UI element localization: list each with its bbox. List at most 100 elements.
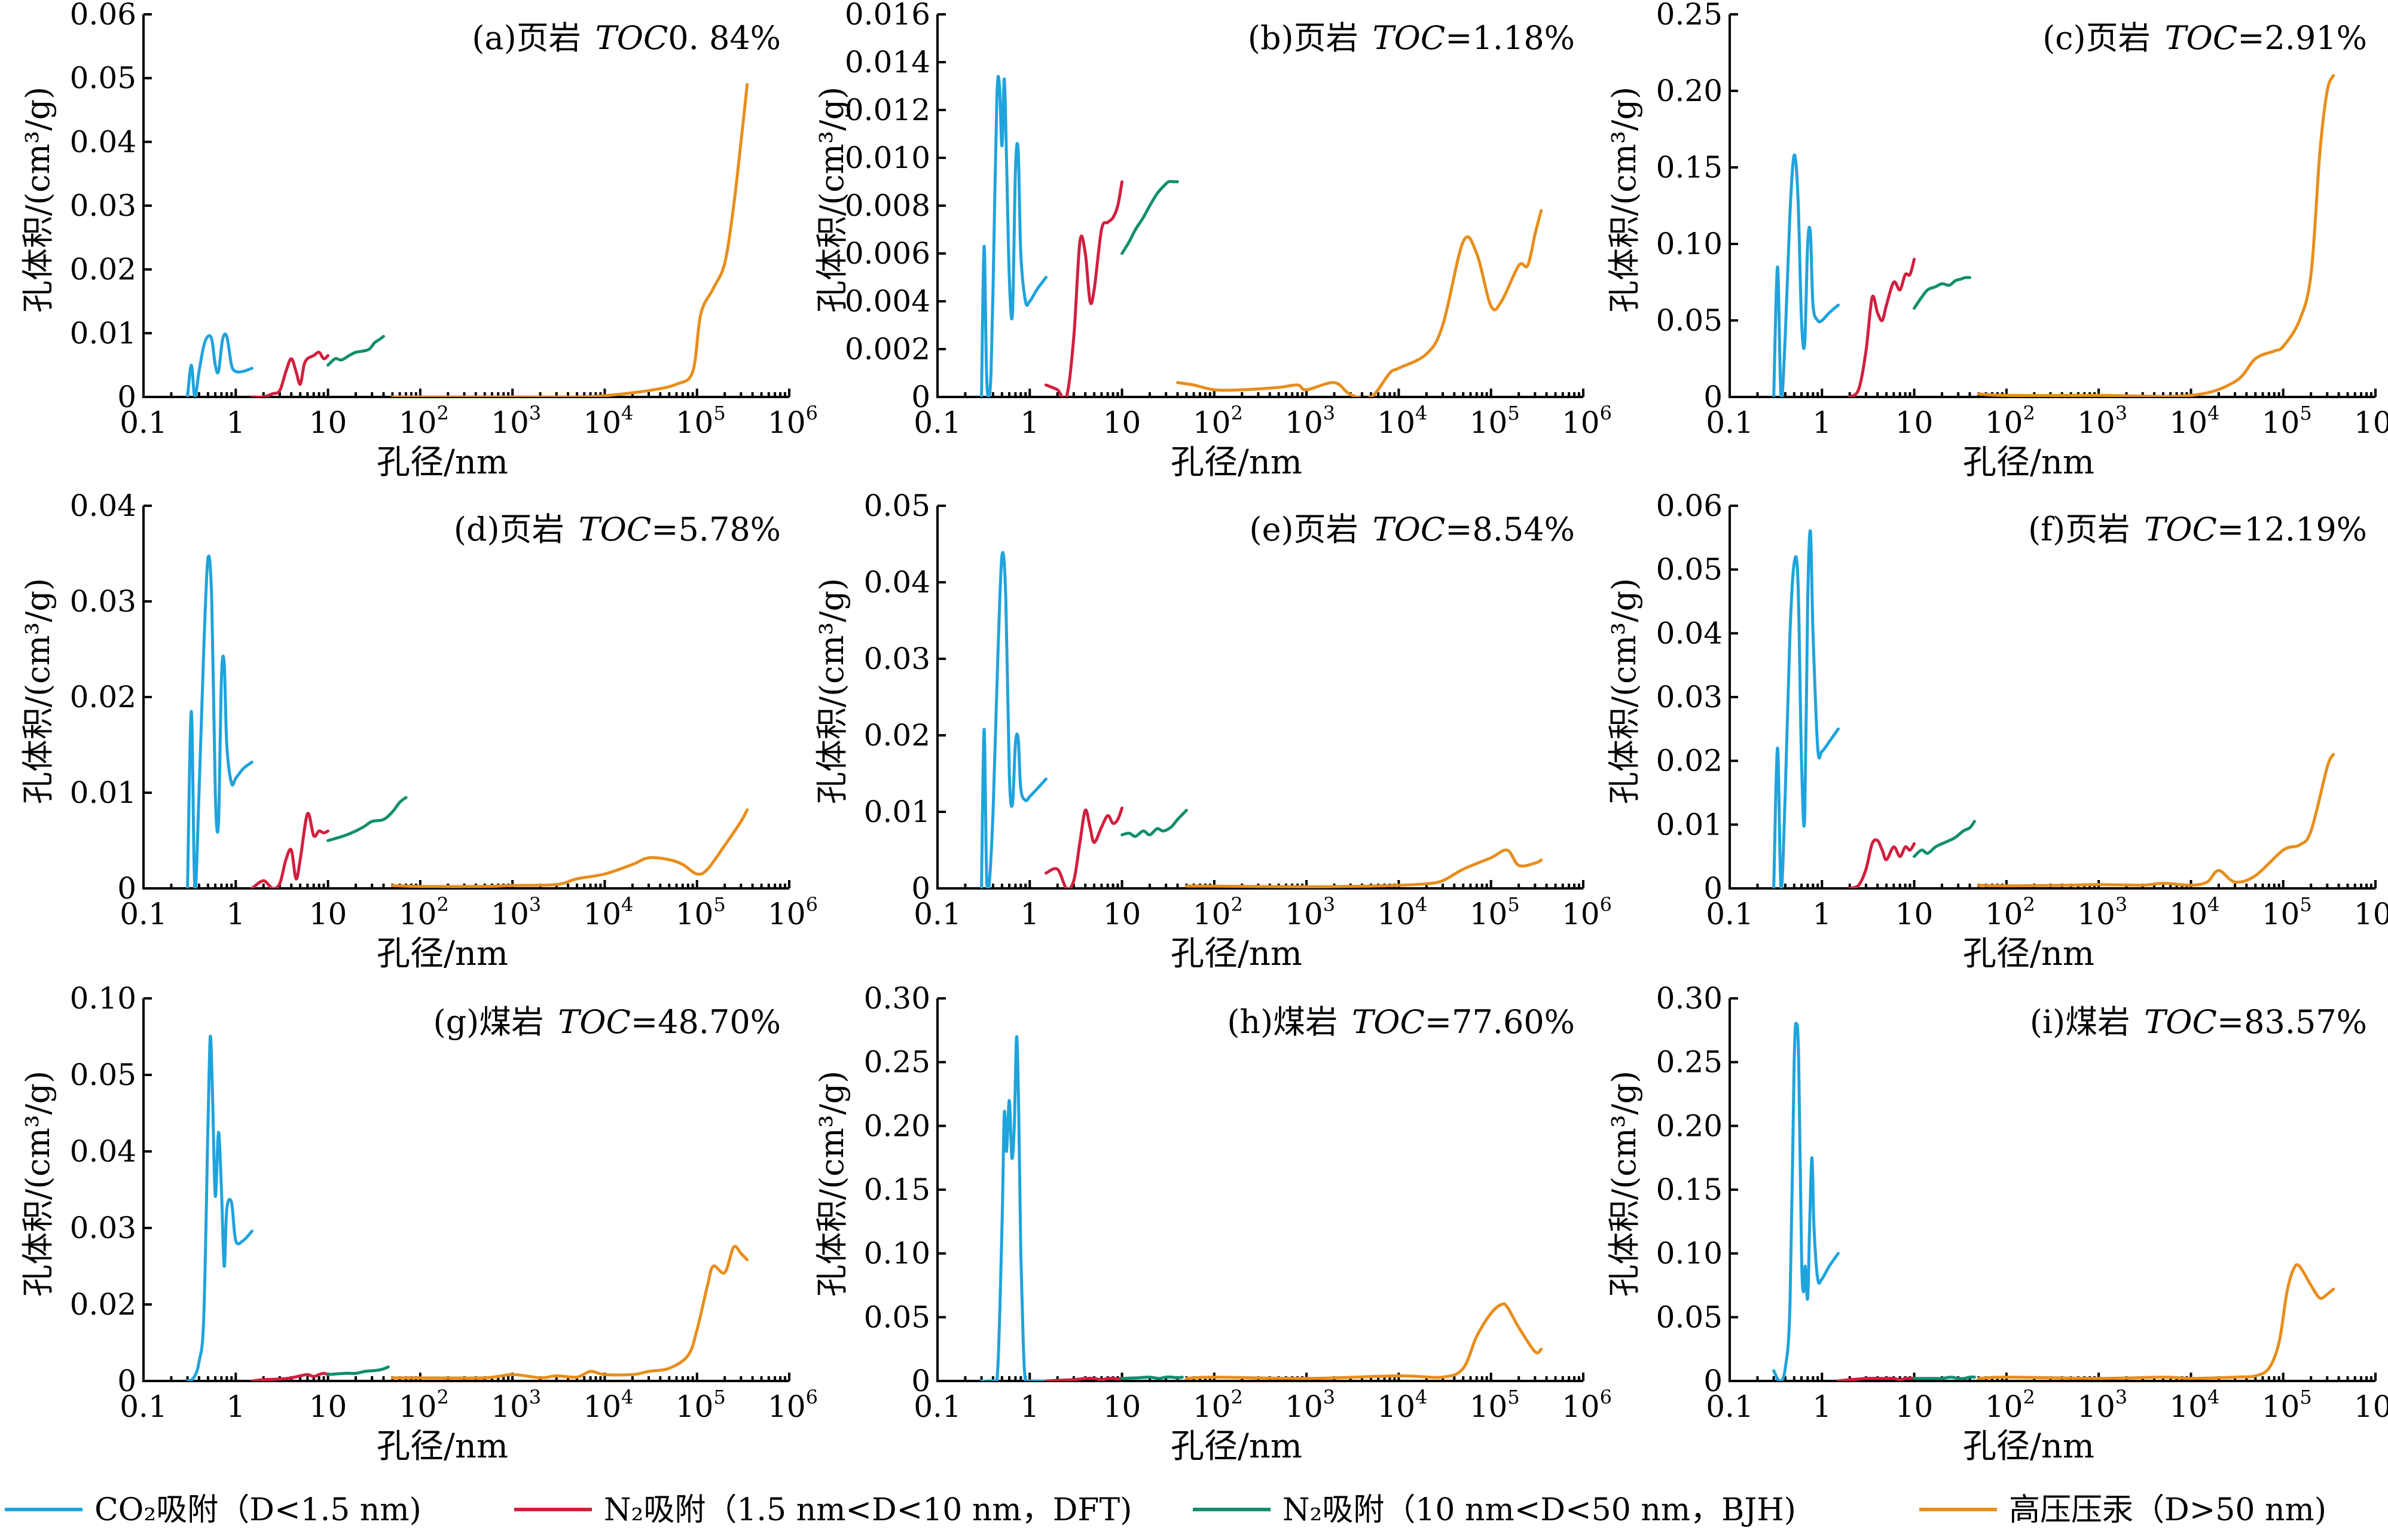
- y-tick-label: 0.04: [70, 124, 136, 159]
- y-tick-label: 0.01: [864, 795, 930, 829]
- x-tick-label: 106: [1562, 893, 1612, 931]
- x-tick-exp: 5: [713, 893, 725, 916]
- series-line-hg: [1977, 74, 2335, 397]
- y-tick-label: 0.25: [1656, 1045, 1723, 1080]
- y-tick-label: 0.02: [70, 252, 136, 287]
- y-tick-label: 0.15: [1656, 1172, 1723, 1207]
- x-tick-label: 105: [1470, 1386, 1520, 1424]
- y-tick-label: 0.05: [70, 61, 136, 96]
- y-tick-label: 0.01: [70, 775, 136, 810]
- axis-frame: [142, 14, 789, 398]
- x-tick-exp: 3: [2115, 1386, 2127, 1408]
- y-tick-label: 0.04: [864, 565, 930, 600]
- x-tick-base: 10: [2354, 405, 2388, 440]
- y-tick-label: 0.03: [1656, 680, 1723, 714]
- y-axis-label: 孔体积/(cm³/g): [813, 87, 851, 313]
- series-line-co2: [1772, 1022, 1840, 1381]
- y-tick-label: 0.01: [70, 316, 136, 350]
- y-axis-label: 孔体积/(cm³/g): [19, 1071, 57, 1297]
- series-line-n2dft: [251, 812, 330, 888]
- x-tick-label: 106: [1562, 1386, 1612, 1424]
- x-tick-label: 105: [1470, 893, 1520, 931]
- x-tick-label: 0.1: [914, 1389, 961, 1424]
- x-tick-label: 106: [1562, 402, 1612, 440]
- x-tick-exp: 4: [621, 893, 633, 916]
- x-tick-base: 10: [1470, 1389, 1508, 1424]
- x-tick-label: 102: [1985, 402, 2035, 440]
- x-tick-label: 0.1: [120, 1389, 167, 1424]
- x-tick-label: 103: [1285, 402, 1335, 440]
- panel-d: 00.010.020.030.040.1 1 10 102 103 104 105 106孔径…: [19, 488, 818, 973]
- y-tick-label: 0.06: [70, 0, 136, 32]
- series-line-co2: [1772, 529, 1840, 888]
- series-line-co2: [186, 332, 254, 397]
- axis-frame: [1729, 14, 2375, 398]
- rock-type: 煤岩: [1273, 1003, 1337, 1041]
- x-tick-label: 104: [1377, 1386, 1427, 1424]
- y-tick-label: 0: [911, 380, 930, 414]
- legend-label: 高压压汞（D>50 nm): [2009, 1492, 2326, 1528]
- x-tick-exp: 2: [2023, 402, 2035, 424]
- x-tick-exp: 2: [2023, 893, 2035, 916]
- x-tick-label: 102: [399, 402, 449, 440]
- x-tick-base: 10: [1377, 897, 1415, 931]
- x-tick-base: 10: [1285, 1389, 1323, 1424]
- toc-label: TOC: [596, 19, 668, 57]
- panel-letter: (f): [2028, 511, 2065, 548]
- toc-label: TOC: [2144, 511, 2217, 548]
- panel-title: (h)煤岩 TOC=77.60%: [1227, 1003, 1575, 1041]
- x-tick-label: 10: [309, 897, 347, 931]
- x-tick-label: 1: [1812, 1389, 1831, 1424]
- y-tick-label: 0.03: [70, 1211, 136, 1245]
- legend-label: CO₂吸附（D<1.5 nm): [94, 1492, 422, 1528]
- x-tick-exp: 5: [1507, 893, 1519, 916]
- toc-value: =48.70%: [631, 1003, 781, 1041]
- x-tick-base: 10: [1985, 405, 2023, 440]
- x-tick-exp: 5: [2300, 402, 2311, 424]
- x-tick-base: 10: [1562, 897, 1600, 931]
- x-tick-base: 10: [1470, 405, 1508, 440]
- y-tick-label: 0.15: [1656, 150, 1723, 185]
- y-tick-label: 0.016: [845, 0, 930, 32]
- y-tick-label: 0.006: [845, 236, 930, 271]
- x-tick-label: 106: [2354, 402, 2388, 440]
- toc-value: =1.18%: [1445, 19, 1575, 57]
- series-line-n2dft: [1848, 258, 1916, 397]
- x-tick-label: 0.1: [1706, 1389, 1754, 1424]
- axis-frame: [1729, 998, 2375, 1382]
- y-tick-label: 0: [117, 380, 136, 414]
- y-tick-label: 0.02: [864, 718, 930, 753]
- x-tick-exp: 3: [529, 1386, 541, 1408]
- rock-type: 页岩: [2086, 19, 2151, 57]
- x-tick-label: 104: [1377, 893, 1427, 931]
- x-tick-base: 10: [2169, 405, 2207, 440]
- x-tick-exp: 4: [2207, 402, 2219, 424]
- axis-frame: [936, 14, 1583, 398]
- x-tick-base: 10: [1193, 405, 1231, 440]
- panel-b: 0 0.002 0.004 0.006 0.008 0.010 0.012 0.014 0.01…: [813, 0, 1612, 482]
- x-tick-base: 10: [491, 405, 529, 440]
- series-line-hg: [390, 82, 749, 397]
- panel-title: (d)页岩 TOC=5.78%: [454, 511, 781, 548]
- x-tick-label: 10: [1895, 897, 1934, 931]
- x-tick-exp: 6: [1600, 893, 1612, 916]
- y-axis-label: 孔体积/(cm³/g): [1605, 1071, 1643, 1297]
- y-tick-label: 0: [911, 1364, 930, 1398]
- x-tick-base: 10: [1562, 1389, 1600, 1424]
- x-tick-label: 102: [1193, 893, 1243, 931]
- x-tick-label: 103: [491, 1386, 541, 1424]
- x-tick-base: 10: [1377, 1389, 1415, 1424]
- legend-label: N₂吸附（1.5 nm<D<10 nm，DFT): [604, 1492, 1132, 1528]
- series-line-n2dft: [251, 1371, 330, 1381]
- series-line-hg: [1977, 1263, 2335, 1380]
- x-tick-label: 102: [1193, 1386, 1243, 1424]
- y-tick-label: 0: [911, 871, 930, 906]
- x-tick-label: 103: [2077, 893, 2127, 931]
- x-tick-base: 10: [768, 897, 806, 931]
- toc-value: =8.54%: [1445, 511, 1575, 548]
- panel-letter: (d): [454, 511, 500, 548]
- x-tick-base: 10: [1285, 405, 1323, 440]
- toc-label: TOC: [558, 1003, 631, 1041]
- x-tick-base: 10: [583, 1389, 621, 1424]
- x-tick-exp: 3: [2115, 402, 2127, 424]
